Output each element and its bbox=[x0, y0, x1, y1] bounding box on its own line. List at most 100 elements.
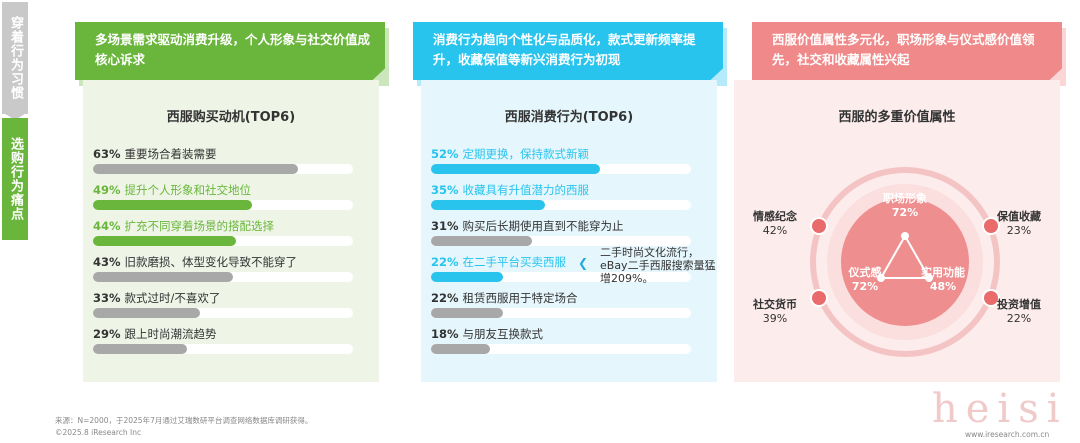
bar-row: 22% 在二手平台买卖西服 bbox=[431, 254, 701, 288]
outer-percent: 39% bbox=[762, 312, 788, 325]
chevron-left-icon: ❮ bbox=[578, 256, 589, 270]
chart-title: 西服购买动机(TOP6) bbox=[166, 110, 296, 125]
core-value-label: 仪式感 72% bbox=[825, 266, 905, 294]
bar-label: 44% 扩充不同穿着场景的搭配选择 bbox=[93, 218, 274, 234]
chart-title: 西服的多重价值属性 bbox=[838, 110, 956, 125]
core-percent: 48% bbox=[929, 280, 957, 293]
bar bbox=[431, 236, 532, 246]
bar-track bbox=[431, 164, 691, 174]
bar-row: 63% 重要场合着装需要 bbox=[93, 146, 363, 180]
outer-percent: 22% bbox=[1006, 312, 1032, 325]
bar-value-label: 35% bbox=[431, 183, 463, 197]
bar-value-label: 43% bbox=[93, 255, 125, 269]
bar-category-label: 收藏具有升值潜力的西服 bbox=[462, 183, 590, 197]
panel-value: 西服价值属性多元化，职场形象与仪式感价值领先，社交和收藏属性兴起 西服的多重价值… bbox=[734, 22, 1066, 382]
bar-label: 22% 租赁西服用于特定场合 bbox=[431, 290, 578, 306]
bar-track bbox=[431, 200, 691, 210]
bar-label: 22% 在二手平台买卖西服 bbox=[431, 254, 566, 270]
bar bbox=[93, 308, 201, 318]
outer-node-dot bbox=[810, 289, 828, 307]
chart-title: 西服消费行为(TOP6) bbox=[504, 110, 634, 125]
panel-motivation: 多场景需求驱动消费升级，个人形象与社交价值成核心诉求 西服购买动机(TOP6) … bbox=[75, 22, 389, 382]
site-url[interactable]: www.iresearch.com.cn bbox=[965, 430, 1050, 439]
bar-category-label: 旧款磨损、体型变化导致不能穿了 bbox=[124, 255, 298, 269]
sidebar-tab-pain-points[interactable]: 选购行为痛点 bbox=[2, 118, 28, 240]
bar-value-label: 63% bbox=[93, 147, 125, 161]
bar-value-label: 22% bbox=[431, 291, 463, 305]
bar-label: 18% 与朋友互换款式 bbox=[431, 326, 543, 342]
bar bbox=[93, 344, 188, 354]
bar-row: 44% 扩充不同穿着场景的搭配选择 bbox=[93, 218, 363, 252]
bar-label: 63% 重要场合着装需要 bbox=[93, 146, 217, 162]
bar bbox=[431, 164, 600, 174]
bar-label: 29% 跟上时尚潮流趋势 bbox=[93, 326, 217, 342]
bar-label: 35% 收藏具有升值潜力的西服 bbox=[431, 182, 589, 198]
core-percent: 72% bbox=[851, 280, 879, 293]
panel-headline: 西服价值属性多元化，职场形象与仪式感价值领先，社交和收藏属性兴起 bbox=[752, 22, 1062, 80]
outer-label: 社交货币 bbox=[753, 298, 797, 311]
core-label: 职场形象 bbox=[883, 192, 927, 205]
outer-percent: 42% bbox=[762, 224, 788, 237]
outer-node-dot bbox=[810, 217, 828, 235]
bar-label: 33% 款式过时/不喜欢了 bbox=[93, 290, 220, 306]
outer-node-dot bbox=[982, 289, 1000, 307]
bar bbox=[431, 272, 503, 282]
bar-category-label: 租赁西服用于特定场合 bbox=[462, 291, 578, 305]
bar bbox=[431, 200, 545, 210]
outer-label: 保值收藏 bbox=[997, 210, 1041, 223]
bar-row: 18% 与朋友互换款式 bbox=[431, 326, 701, 360]
source-note: 来源：N=2000，于2025年7月通过艾瑞数研平台调查网络数据库调研获得。 bbox=[55, 416, 313, 425]
watermark: heisi bbox=[932, 386, 1068, 432]
bar-track bbox=[93, 164, 353, 174]
bar-category-label: 重要场合着装需要 bbox=[124, 147, 217, 161]
copyright: ©2025.8 iResearch Inc bbox=[55, 428, 142, 437]
bar-row: 33% 款式过时/不喜欢了 bbox=[93, 290, 363, 324]
core-triangle bbox=[879, 233, 931, 279]
outer-node-dot bbox=[982, 217, 1000, 235]
bar-row: 22% 租赁西服用于特定场合 bbox=[431, 290, 701, 324]
panel-headline: 消费行为趋向个性化与品质化，款式更新频率提升，收藏保值等新兴消费行为初现 bbox=[413, 22, 723, 80]
bar-track bbox=[431, 344, 691, 354]
outer-label: 投资增值 bbox=[997, 298, 1041, 311]
sidebar: 穿着行为习惯 选购行为痛点 bbox=[0, 0, 30, 443]
outer-value-label: 投资增值 22% bbox=[984, 298, 1054, 326]
bar-track bbox=[93, 308, 353, 318]
bar-track bbox=[431, 236, 691, 246]
bar-value-label: 49% bbox=[93, 183, 125, 197]
core-circle bbox=[841, 198, 969, 326]
bar-category-label: 款式过时/不喜欢了 bbox=[124, 291, 221, 305]
core-value-label: 职场形象 72% bbox=[865, 192, 945, 220]
outer-value-label: 情感纪念 42% bbox=[740, 210, 810, 238]
bar bbox=[431, 308, 503, 318]
bar-row: 35% 收藏具有升值潜力的西服 bbox=[431, 182, 701, 216]
bar-track bbox=[93, 272, 353, 282]
bar-label: 49% 提升个人形象和社交地位 bbox=[93, 182, 251, 198]
bar bbox=[431, 344, 490, 354]
bar bbox=[93, 236, 236, 246]
core-value-label: 实用功能 48% bbox=[903, 266, 983, 294]
bar-label: 52% 定期更换，保持款式新颖 bbox=[431, 146, 589, 162]
panel-behavior: 消费行为趋向个性化与品质化，款式更新频率提升，收藏保值等新兴消费行为初现 西服消… bbox=[413, 22, 727, 382]
bar-row: 43% 旧款磨损、体型变化导致不能穿了 bbox=[93, 254, 363, 288]
bar-value-label: 31% bbox=[431, 219, 463, 233]
outer-percent: 23% bbox=[1006, 224, 1032, 237]
sidebar-tab-habits[interactable]: 穿着行为习惯 bbox=[2, 2, 28, 114]
bar-track bbox=[93, 344, 353, 354]
bar-value-label: 18% bbox=[431, 327, 463, 341]
bar-row: 31% 购买后长期使用直到不能穿为止 bbox=[431, 218, 701, 252]
bar-track bbox=[431, 308, 691, 318]
triangle-node bbox=[901, 232, 909, 240]
value-diagram bbox=[810, 167, 1000, 357]
bar-row: 49% 提升个人形象和社交地位 bbox=[93, 182, 363, 216]
outer-value-label: 保值收藏 23% bbox=[984, 210, 1054, 238]
triangle-node bbox=[877, 274, 885, 282]
bar bbox=[93, 200, 253, 210]
bar-row: 52% 定期更换，保持款式新颖 bbox=[431, 146, 701, 180]
bar-value-label: 44% bbox=[93, 219, 125, 233]
triangle-node bbox=[925, 274, 933, 282]
bar-track bbox=[93, 200, 353, 210]
bar-value-label: 22% bbox=[431, 255, 463, 269]
bar-row: 29% 跟上时尚潮流趋势 bbox=[93, 326, 363, 360]
bar-value-label: 52% bbox=[431, 147, 463, 161]
panel-headline: 多场景需求驱动消费升级，个人形象与社交价值成核心诉求 bbox=[75, 22, 385, 80]
